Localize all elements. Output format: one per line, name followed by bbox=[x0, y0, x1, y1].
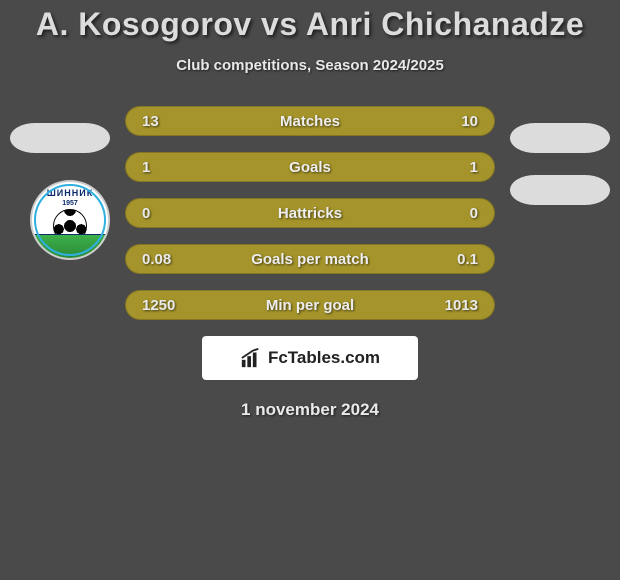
stat-row-gpm: 0.08 Goals per match 0.1 bbox=[125, 244, 495, 274]
stat-left-value: 13 bbox=[142, 113, 186, 130]
brand-badge: FcTables.com bbox=[202, 336, 418, 380]
player-left-avatar-placeholder bbox=[10, 123, 110, 153]
stat-left-value: 1 bbox=[142, 159, 186, 176]
stats-container: 13 Matches 10 1 Goals 1 0 Hattricks 0 0.… bbox=[125, 106, 495, 320]
brand-text: FcTables.com bbox=[268, 348, 380, 368]
stat-right-value: 0.1 bbox=[434, 251, 478, 268]
stat-label: Goals bbox=[289, 159, 331, 176]
snapshot-date: 1 november 2024 bbox=[0, 400, 620, 420]
stat-right-value: 10 bbox=[434, 113, 478, 130]
club-badge-year: 1957 bbox=[62, 200, 78, 207]
stat-right-value: 1 bbox=[434, 159, 478, 176]
stat-label: Matches bbox=[280, 113, 340, 130]
stat-label: Goals per match bbox=[251, 251, 369, 268]
player-right-club-placeholder bbox=[510, 175, 610, 205]
stat-row-matches: 13 Matches 10 bbox=[125, 106, 495, 136]
stat-row-mpg: 1250 Min per goal 1013 bbox=[125, 290, 495, 320]
player-left-club-badge: ШИННИК 1957 bbox=[30, 180, 110, 260]
player-right-avatar-placeholder bbox=[510, 123, 610, 153]
club-badge-name: ШИННИК bbox=[47, 188, 93, 198]
page-title: A. Kosogorov vs Anri Chichanadze bbox=[0, 0, 620, 43]
stat-right-value: 0 bbox=[434, 205, 478, 222]
stat-label: Min per goal bbox=[266, 297, 354, 314]
stat-left-value: 0 bbox=[142, 205, 186, 222]
vs-separator: vs bbox=[261, 6, 298, 42]
stat-right-value: 1013 bbox=[434, 297, 478, 314]
stat-left-value: 0.08 bbox=[142, 251, 186, 268]
stat-left-value: 1250 bbox=[142, 297, 186, 314]
stat-row-hattricks: 0 Hattricks 0 bbox=[125, 198, 495, 228]
stat-label: Hattricks bbox=[278, 205, 342, 222]
stat-row-goals: 1 Goals 1 bbox=[125, 152, 495, 182]
player-left-name: A. Kosogorov bbox=[36, 6, 252, 42]
club-badge-grass bbox=[32, 234, 108, 258]
bar-chart-icon bbox=[240, 347, 262, 369]
subtitle: Club competitions, Season 2024/2025 bbox=[0, 57, 620, 74]
player-right-name: Anri Chichanadze bbox=[306, 6, 584, 42]
